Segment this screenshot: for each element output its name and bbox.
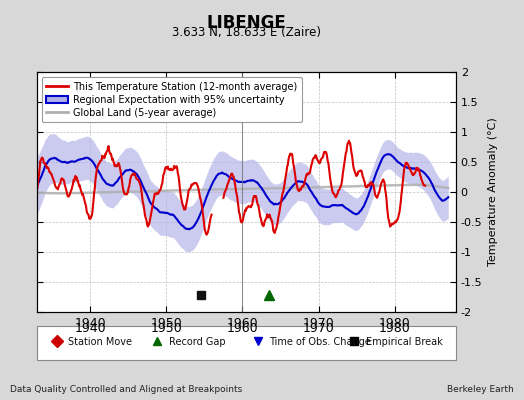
Text: Berkeley Earth: Berkeley Earth [447, 385, 514, 394]
FancyBboxPatch shape [37, 326, 456, 360]
Text: 1940: 1940 [74, 322, 106, 335]
Text: Time of Obs. Change: Time of Obs. Change [269, 337, 371, 347]
Text: Station Move: Station Move [68, 337, 132, 347]
Text: 1980: 1980 [379, 322, 411, 335]
Text: 1960: 1960 [227, 322, 258, 335]
Text: LIBENGE: LIBENGE [206, 14, 286, 32]
Legend: This Temperature Station (12-month average), Regional Expectation with 95% uncer: This Temperature Station (12-month avera… [41, 77, 302, 122]
Text: Record Gap: Record Gap [169, 337, 225, 347]
Y-axis label: Temperature Anomaly (°C): Temperature Anomaly (°C) [488, 118, 498, 266]
Text: 3.633 N, 18.633 E (Zaire): 3.633 N, 18.633 E (Zaire) [172, 26, 321, 39]
Text: 1970: 1970 [303, 322, 334, 335]
Text: Data Quality Controlled and Aligned at Breakpoints: Data Quality Controlled and Aligned at B… [10, 385, 243, 394]
Text: Empirical Break: Empirical Break [366, 337, 442, 347]
Text: 1950: 1950 [150, 322, 182, 335]
